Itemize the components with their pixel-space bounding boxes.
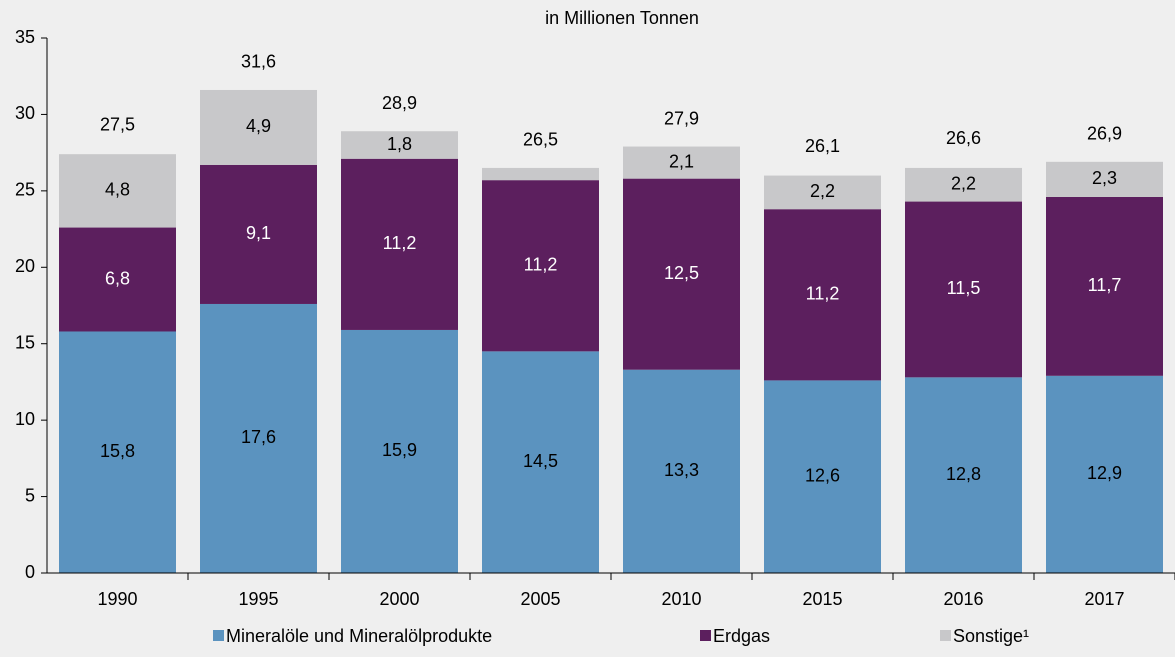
value-label: 14,5 xyxy=(523,451,558,471)
value-label: 12,8 xyxy=(946,464,981,484)
y-tick-label: 20 xyxy=(15,256,35,276)
value-label: 6,8 xyxy=(105,268,130,288)
bar-segment xyxy=(764,175,881,210)
bar-segment xyxy=(623,369,740,573)
bar-segment xyxy=(59,227,176,332)
legend-swatch xyxy=(213,630,224,641)
bar-segment xyxy=(200,303,317,573)
total-label: 31,6 xyxy=(241,52,276,72)
bar-segment xyxy=(1046,161,1163,197)
value-label: 1,8 xyxy=(387,134,412,154)
y-tick-label: 35 xyxy=(15,27,35,47)
bar-segment xyxy=(1046,375,1163,573)
bar-segment xyxy=(482,351,599,573)
value-label: 2,2 xyxy=(810,181,835,201)
x-tick-label: 2010 xyxy=(661,589,701,609)
bar-segment xyxy=(905,167,1022,202)
bar-segment xyxy=(482,167,599,181)
y-tick-label: 5 xyxy=(25,485,35,505)
total-label: 28,9 xyxy=(382,93,417,113)
bar-segment xyxy=(764,209,881,381)
value-label: 17,6 xyxy=(241,427,276,447)
y-tick-label: 30 xyxy=(15,103,35,123)
bar-segment xyxy=(623,178,740,370)
legend-swatch xyxy=(940,630,951,641)
value-label: 9,1 xyxy=(246,223,271,243)
total-label: 26,5 xyxy=(523,130,558,150)
value-label: 11,2 xyxy=(524,255,558,275)
value-label: 11,2 xyxy=(806,284,840,304)
chart-subtitle: in Millionen Tonnen xyxy=(545,8,699,28)
x-tick-label: 2016 xyxy=(943,589,983,609)
y-tick-label: 25 xyxy=(15,180,35,200)
x-tick-label: 1995 xyxy=(238,589,278,609)
bar-segment xyxy=(623,146,740,179)
value-label: 11,7 xyxy=(1088,275,1122,295)
bar-segment xyxy=(341,131,458,159)
bar-segment xyxy=(905,201,1022,378)
bar-segment xyxy=(764,380,881,573)
bar-segment xyxy=(341,158,458,330)
value-label: 15,9 xyxy=(382,440,417,460)
value-label: 11,2 xyxy=(383,233,417,253)
value-label: 12,5 xyxy=(664,263,699,283)
value-label: 2,3 xyxy=(1092,168,1117,188)
bar-segment xyxy=(341,329,458,573)
legend-label: Sonstige¹ xyxy=(953,626,1029,646)
value-label: 15,8 xyxy=(100,441,135,461)
value-label: 2,1 xyxy=(669,151,694,171)
x-tick-label: 2015 xyxy=(802,589,842,609)
bar-segment xyxy=(59,154,176,228)
value-label: 4,8 xyxy=(105,180,130,200)
bar-segment xyxy=(905,377,1022,573)
value-label: 4,9 xyxy=(246,116,271,136)
total-label: 26,6 xyxy=(946,128,981,148)
legend-label: Erdgas xyxy=(713,626,770,646)
y-tick-label: 0 xyxy=(25,562,35,582)
legend-label: Mineralöle und Mineralölprodukte xyxy=(226,626,492,646)
total-label: 27,5 xyxy=(100,114,135,134)
total-label: 26,9 xyxy=(1087,124,1122,144)
value-label: 11,5 xyxy=(947,278,981,298)
x-tick-label: 1990 xyxy=(97,589,137,609)
bar-segment xyxy=(200,164,317,304)
x-tick-label: 2000 xyxy=(379,589,419,609)
y-tick-label: 15 xyxy=(15,332,35,352)
value-label: 12,9 xyxy=(1087,463,1122,483)
value-label: 13,3 xyxy=(664,460,699,480)
bar-segment xyxy=(1046,196,1163,376)
bar-segment xyxy=(59,331,176,573)
x-tick-label: 2017 xyxy=(1084,589,1124,609)
bar-segment xyxy=(200,89,317,165)
value-label: 2,2 xyxy=(951,173,976,193)
total-label: 27,9 xyxy=(664,108,699,128)
bar-segment xyxy=(482,180,599,352)
legend-swatch xyxy=(700,630,711,641)
value-label: 12,6 xyxy=(805,465,840,485)
total-label: 26,1 xyxy=(805,136,840,156)
y-tick-label: 10 xyxy=(15,409,35,429)
x-tick-label: 2005 xyxy=(520,589,560,609)
